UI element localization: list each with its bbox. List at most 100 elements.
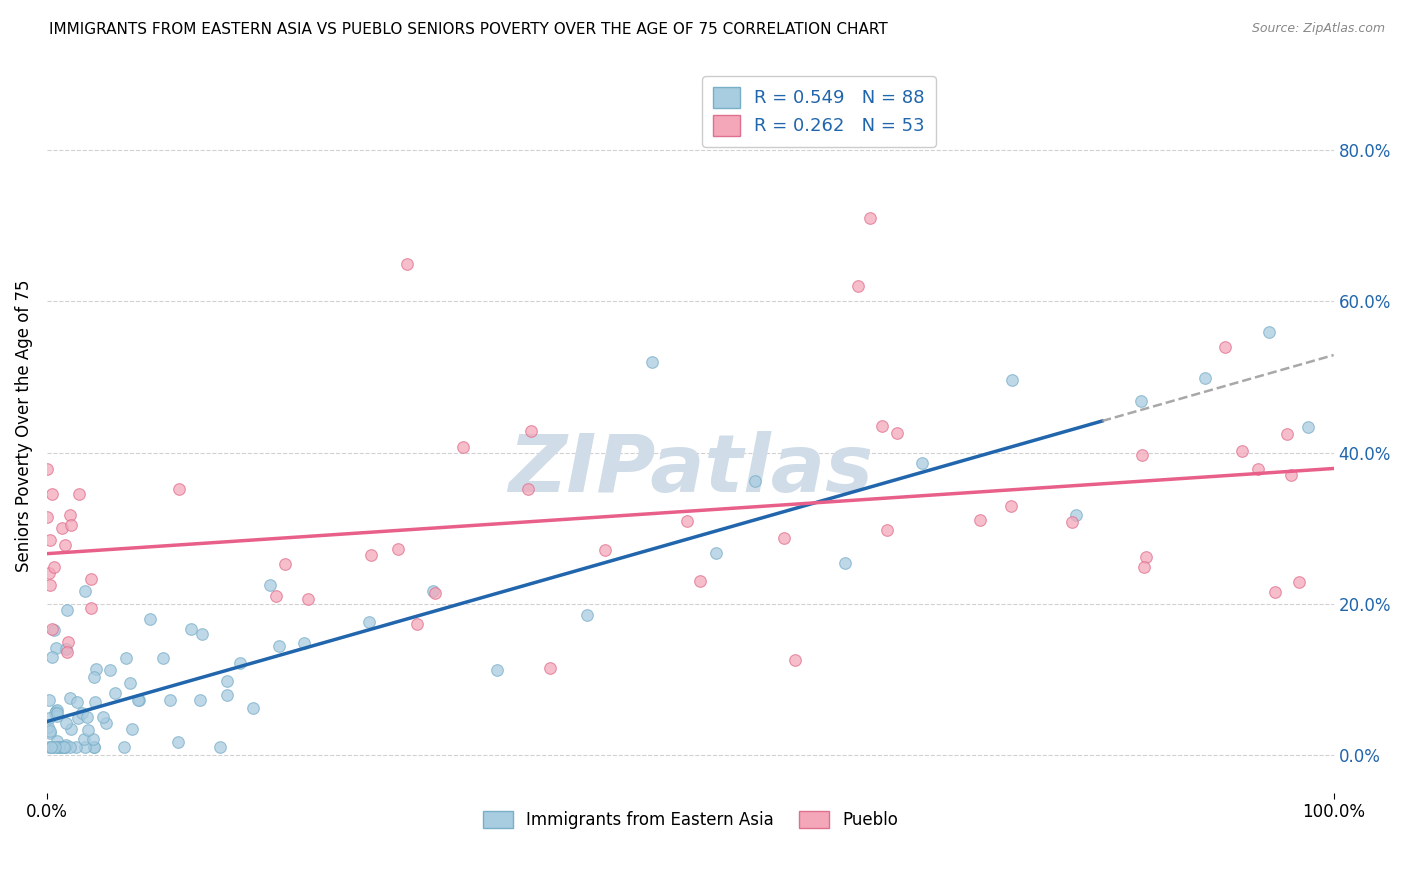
Point — [53, 740, 76, 755]
Point — [911, 456, 934, 470]
Text: ZIPatlas: ZIPatlas — [508, 431, 873, 509]
Point — [41, 740, 63, 755]
Point — [744, 475, 766, 489]
Point — [297, 592, 319, 607]
Point — [84, 695, 107, 709]
Point — [115, 650, 138, 665]
Point — [39, 533, 62, 547]
Point — [292, 636, 315, 650]
Point — [45, 704, 67, 718]
Point — [44, 560, 66, 574]
Text: Source: ZipAtlas.com: Source: ZipAtlas.com — [1251, 22, 1385, 36]
Point — [387, 542, 409, 557]
Point — [180, 623, 202, 637]
Point — [37, 720, 59, 734]
Point — [215, 674, 238, 689]
Point — [1001, 373, 1024, 387]
Point — [1232, 444, 1254, 458]
Point — [45, 708, 67, 723]
Point — [704, 546, 727, 560]
Point — [576, 607, 599, 622]
Point — [1279, 467, 1302, 482]
Point — [59, 691, 82, 706]
Point — [783, 653, 806, 667]
Point — [46, 706, 69, 721]
Point — [45, 641, 67, 656]
Point — [689, 574, 711, 588]
Point — [1296, 420, 1319, 434]
Point — [48, 740, 70, 755]
Point — [41, 649, 63, 664]
Point — [1258, 325, 1281, 339]
Point — [38, 740, 60, 755]
Point — [51, 521, 73, 535]
Point — [406, 617, 429, 632]
Point — [70, 706, 93, 720]
Point — [35, 509, 58, 524]
Point — [640, 355, 662, 369]
Point — [423, 585, 446, 599]
Point — [56, 635, 79, 649]
Point — [52, 740, 75, 755]
Point — [1064, 508, 1087, 522]
Point — [59, 518, 82, 533]
Point — [274, 557, 297, 571]
Point — [52, 740, 75, 755]
Point — [1133, 560, 1156, 574]
Point — [1213, 339, 1236, 353]
Point — [84, 663, 107, 677]
Point — [188, 692, 211, 706]
Point — [859, 211, 882, 226]
Point — [38, 693, 60, 707]
Point — [538, 661, 561, 675]
Point — [1247, 462, 1270, 476]
Point — [80, 572, 103, 586]
Point — [42, 624, 65, 638]
Point — [73, 731, 96, 746]
Point — [46, 733, 69, 747]
Point — [1129, 394, 1152, 409]
Point — [38, 566, 60, 580]
Point — [834, 556, 856, 570]
Point — [59, 508, 82, 522]
Point — [55, 716, 77, 731]
Point — [267, 639, 290, 653]
Point — [55, 738, 77, 752]
Point — [44, 740, 66, 755]
Point — [80, 601, 103, 615]
Point — [1277, 426, 1299, 441]
Point — [65, 740, 87, 755]
Point — [1000, 499, 1022, 513]
Point — [55, 641, 77, 656]
Point — [75, 740, 97, 755]
Point — [517, 482, 540, 496]
Point — [422, 584, 444, 599]
Point — [1130, 449, 1153, 463]
Point — [209, 740, 232, 755]
Point — [870, 419, 893, 434]
Point — [76, 710, 98, 724]
Point — [44, 706, 66, 720]
Point — [82, 732, 104, 747]
Point — [53, 537, 76, 551]
Point — [96, 716, 118, 731]
Point — [259, 577, 281, 591]
Point — [46, 740, 69, 755]
Point — [121, 723, 143, 737]
Point — [191, 626, 214, 640]
Point — [152, 651, 174, 665]
Point — [83, 740, 105, 755]
Point — [876, 523, 898, 537]
Point — [593, 542, 616, 557]
Legend: Immigrants from Eastern Asia, Pueblo: Immigrants from Eastern Asia, Pueblo — [477, 804, 904, 836]
Point — [886, 426, 908, 441]
Point — [98, 663, 121, 677]
Point — [217, 688, 239, 702]
Point — [51, 740, 73, 755]
Point — [39, 740, 62, 755]
Point — [229, 657, 252, 671]
Point — [83, 669, 105, 683]
Point — [167, 482, 190, 496]
Point — [520, 424, 543, 438]
Point — [39, 726, 62, 740]
